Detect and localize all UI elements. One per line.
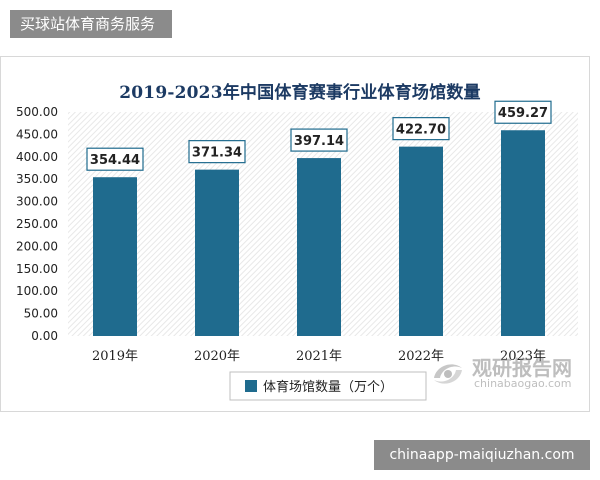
y-tick-label: 50.00 — [24, 307, 58, 321]
watermark: 观研报告网 chinabaogao.com — [430, 352, 580, 396]
x-tick-label: 2022年 — [398, 349, 444, 364]
legend-swatch — [245, 380, 257, 392]
bar — [297, 158, 341, 336]
value-label-box — [86, 147, 144, 171]
value-label-box — [392, 117, 450, 141]
value-label: 371.34 — [192, 146, 242, 161]
y-tick-label: 500.00 — [16, 105, 58, 119]
value-label: 459.27 — [498, 106, 548, 121]
watermark-name: 观研报告网 — [472, 356, 572, 380]
bar — [501, 130, 545, 336]
value-label: 422.70 — [396, 123, 446, 138]
x-axis: 2019年 2020年 2021年 2022年 2023年 — [92, 349, 546, 364]
value-labels: 354.44 371.34 397.14 422.70 459.27 — [86, 100, 552, 171]
bar — [93, 177, 137, 336]
y-tick-label: 450.00 — [16, 127, 58, 141]
legend: 体育场馆数量（万个） — [229, 371, 427, 401]
value-label: 354.44 — [90, 153, 140, 168]
x-tick-label: 2020年 — [194, 349, 240, 364]
value-label-box — [290, 128, 348, 152]
y-tick-label: 250.00 — [16, 217, 58, 231]
domain-badge: chinaapp-maiqiuzhan.com — [374, 440, 590, 470]
value-label-box — [494, 100, 552, 124]
y-tick-label: 200.00 — [16, 239, 58, 253]
y-tick-label: 100.00 — [16, 284, 58, 298]
y-tick-label: 400.00 — [16, 150, 58, 164]
y-tick-label: 300.00 — [16, 195, 58, 209]
legend-box — [229, 371, 427, 401]
x-tick-label: 2021年 — [296, 349, 342, 364]
chart-title: 2019-2023年中国体育赛事行业体育场馆数量 — [119, 83, 481, 103]
x-tick-label: 2023年 — [500, 349, 546, 364]
value-label: 397.14 — [294, 134, 344, 149]
value-label-box — [188, 140, 246, 164]
y-tick-label: 150.00 — [16, 262, 58, 276]
swirl-logo-icon — [434, 364, 462, 384]
legend-label: 体育场馆数量（万个） — [263, 379, 393, 395]
bar — [399, 146, 443, 336]
y-tick-label: 350.00 — [16, 172, 58, 186]
bars — [93, 130, 545, 336]
site-badge: 买球站体育商务服务 — [10, 10, 172, 38]
x-tick-label: 2019年 — [92, 349, 138, 364]
y-axis: 0.00 50.00 100.00 150.00 200.00 250.00 300.00 3… — [16, 105, 58, 343]
y-tick-label: 0.00 — [31, 329, 58, 343]
bar — [195, 169, 239, 336]
watermark-url: chinabaogao.com — [474, 377, 572, 390]
